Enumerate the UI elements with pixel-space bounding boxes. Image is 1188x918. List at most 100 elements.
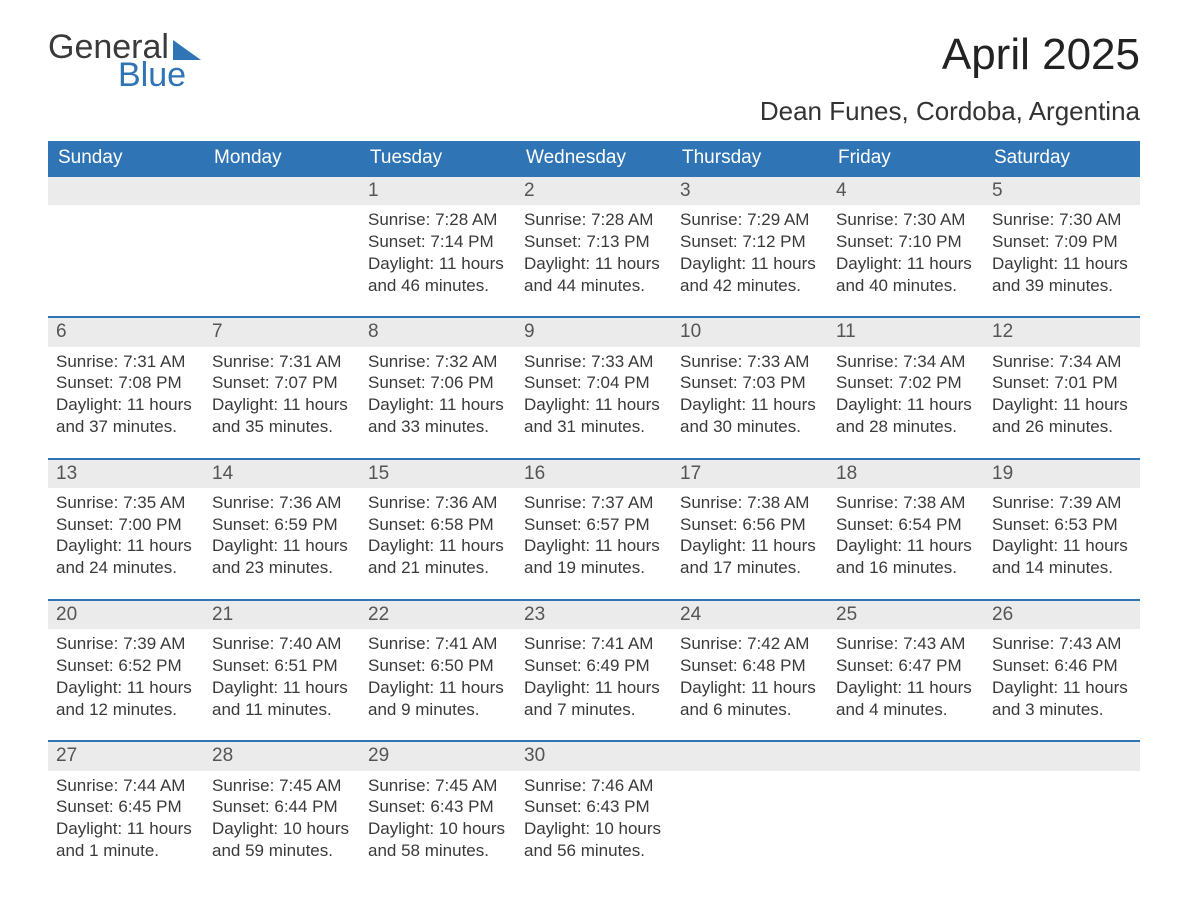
day-cell [984, 742, 1140, 881]
sunset-line: Sunset: 6:54 PM [836, 514, 976, 536]
day-number [204, 177, 360, 205]
daylight-line: Daylight: 11 hours and 9 minutes. [368, 677, 508, 721]
day-cell: 26Sunrise: 7:43 AMSunset: 6:46 PMDayligh… [984, 601, 1140, 740]
day-number: 19 [984, 460, 1140, 488]
day-of-week-header: SundayMondayTuesdayWednesdayThursdayFrid… [48, 141, 1140, 177]
dow-cell: Monday [204, 141, 360, 177]
daylight-line: Daylight: 11 hours and 24 minutes. [56, 535, 196, 579]
day-number: 7 [204, 318, 360, 346]
dow-cell: Sunday [48, 141, 204, 177]
daylight-line: Daylight: 11 hours and 30 minutes. [680, 394, 820, 438]
day-number: 17 [672, 460, 828, 488]
day-number: 18 [828, 460, 984, 488]
day-number: 20 [48, 601, 204, 629]
day-cell: 3Sunrise: 7:29 AMSunset: 7:12 PMDaylight… [672, 177, 828, 316]
day-cell: 18Sunrise: 7:38 AMSunset: 6:54 PMDayligh… [828, 460, 984, 599]
sunset-line: Sunset: 6:56 PM [680, 514, 820, 536]
daylight-line: Daylight: 11 hours and 7 minutes. [524, 677, 664, 721]
sunset-line: Sunset: 7:12 PM [680, 231, 820, 253]
day-cell: 17Sunrise: 7:38 AMSunset: 6:56 PMDayligh… [672, 460, 828, 599]
sunset-line: Sunset: 6:47 PM [836, 655, 976, 677]
sunrise-line: Sunrise: 7:31 AM [56, 351, 196, 373]
sunset-line: Sunset: 7:03 PM [680, 372, 820, 394]
sunset-line: Sunset: 6:46 PM [992, 655, 1132, 677]
day-cell: 28Sunrise: 7:45 AMSunset: 6:44 PMDayligh… [204, 742, 360, 881]
day-body: Sunrise: 7:28 AMSunset: 7:14 PMDaylight:… [360, 205, 516, 296]
day-body: Sunrise: 7:39 AMSunset: 6:52 PMDaylight:… [48, 629, 204, 720]
sunrise-line: Sunrise: 7:34 AM [992, 351, 1132, 373]
day-body: Sunrise: 7:45 AMSunset: 6:43 PMDaylight:… [360, 771, 516, 862]
header: General Blue April 2025 [48, 30, 1140, 92]
daylight-line: Daylight: 11 hours and 17 minutes. [680, 535, 820, 579]
daylight-line: Daylight: 11 hours and 26 minutes. [992, 394, 1132, 438]
logo-text-line2: Blue [118, 58, 186, 92]
day-body: Sunrise: 7:34 AMSunset: 7:01 PMDaylight:… [984, 347, 1140, 438]
daylight-line: Daylight: 11 hours and 37 minutes. [56, 394, 196, 438]
day-cell: 24Sunrise: 7:42 AMSunset: 6:48 PMDayligh… [672, 601, 828, 740]
sunrise-line: Sunrise: 7:41 AM [524, 633, 664, 655]
day-cell: 16Sunrise: 7:37 AMSunset: 6:57 PMDayligh… [516, 460, 672, 599]
sunrise-line: Sunrise: 7:30 AM [836, 209, 976, 231]
sunrise-line: Sunrise: 7:40 AM [212, 633, 352, 655]
day-number: 21 [204, 601, 360, 629]
page-title: April 2025 [942, 30, 1140, 80]
week-row: 1Sunrise: 7:28 AMSunset: 7:14 PMDaylight… [48, 177, 1140, 316]
sunrise-line: Sunrise: 7:34 AM [836, 351, 976, 373]
sunset-line: Sunset: 7:04 PM [524, 372, 664, 394]
daylight-line: Daylight: 11 hours and 11 minutes. [212, 677, 352, 721]
sunrise-line: Sunrise: 7:32 AM [368, 351, 508, 373]
dow-cell: Thursday [672, 141, 828, 177]
day-number: 13 [48, 460, 204, 488]
day-number: 15 [360, 460, 516, 488]
day-body: Sunrise: 7:41 AMSunset: 6:49 PMDaylight:… [516, 629, 672, 720]
day-cell: 29Sunrise: 7:45 AMSunset: 6:43 PMDayligh… [360, 742, 516, 881]
day-number: 6 [48, 318, 204, 346]
day-cell [204, 177, 360, 316]
sunrise-line: Sunrise: 7:45 AM [212, 775, 352, 797]
daylight-line: Daylight: 10 hours and 56 minutes. [524, 818, 664, 862]
daylight-line: Daylight: 11 hours and 39 minutes. [992, 253, 1132, 297]
day-body: Sunrise: 7:40 AMSunset: 6:51 PMDaylight:… [204, 629, 360, 720]
sunset-line: Sunset: 7:07 PM [212, 372, 352, 394]
day-body: Sunrise: 7:42 AMSunset: 6:48 PMDaylight:… [672, 629, 828, 720]
daylight-line: Daylight: 11 hours and 4 minutes. [836, 677, 976, 721]
sunset-line: Sunset: 7:13 PM [524, 231, 664, 253]
daylight-line: Daylight: 11 hours and 40 minutes. [836, 253, 976, 297]
day-number: 3 [672, 177, 828, 205]
weeks-container: 1Sunrise: 7:28 AMSunset: 7:14 PMDaylight… [48, 177, 1140, 882]
day-number: 10 [672, 318, 828, 346]
day-body: Sunrise: 7:34 AMSunset: 7:02 PMDaylight:… [828, 347, 984, 438]
week-row: 13Sunrise: 7:35 AMSunset: 7:00 PMDayligh… [48, 458, 1140, 599]
daylight-line: Daylight: 11 hours and 42 minutes. [680, 253, 820, 297]
daylight-line: Daylight: 11 hours and 3 minutes. [992, 677, 1132, 721]
sunset-line: Sunset: 6:51 PM [212, 655, 352, 677]
day-number: 16 [516, 460, 672, 488]
sunset-line: Sunset: 7:02 PM [836, 372, 976, 394]
day-number: 22 [360, 601, 516, 629]
day-number: 9 [516, 318, 672, 346]
day-number: 11 [828, 318, 984, 346]
sunset-line: Sunset: 6:45 PM [56, 796, 196, 818]
daylight-line: Daylight: 11 hours and 23 minutes. [212, 535, 352, 579]
day-body: Sunrise: 7:30 AMSunset: 7:10 PMDaylight:… [828, 205, 984, 296]
day-cell: 23Sunrise: 7:41 AMSunset: 6:49 PMDayligh… [516, 601, 672, 740]
day-cell: 30Sunrise: 7:46 AMSunset: 6:43 PMDayligh… [516, 742, 672, 881]
day-cell: 2Sunrise: 7:28 AMSunset: 7:13 PMDaylight… [516, 177, 672, 316]
location-subtitle: Dean Funes, Cordoba, Argentina [48, 96, 1140, 127]
sunrise-line: Sunrise: 7:30 AM [992, 209, 1132, 231]
dow-cell: Saturday [984, 141, 1140, 177]
day-body: Sunrise: 7:31 AMSunset: 7:07 PMDaylight:… [204, 347, 360, 438]
day-body: Sunrise: 7:32 AMSunset: 7:06 PMDaylight:… [360, 347, 516, 438]
day-body: Sunrise: 7:29 AMSunset: 7:12 PMDaylight:… [672, 205, 828, 296]
daylight-line: Daylight: 11 hours and 35 minutes. [212, 394, 352, 438]
day-cell: 6Sunrise: 7:31 AMSunset: 7:08 PMDaylight… [48, 318, 204, 457]
logo-triangle-icon [173, 40, 201, 60]
sunset-line: Sunset: 7:00 PM [56, 514, 196, 536]
day-cell: 4Sunrise: 7:30 AMSunset: 7:10 PMDaylight… [828, 177, 984, 316]
sunrise-line: Sunrise: 7:36 AM [368, 492, 508, 514]
day-body: Sunrise: 7:46 AMSunset: 6:43 PMDaylight:… [516, 771, 672, 862]
day-body: Sunrise: 7:36 AMSunset: 6:59 PMDaylight:… [204, 488, 360, 579]
daylight-line: Daylight: 11 hours and 44 minutes. [524, 253, 664, 297]
week-row: 6Sunrise: 7:31 AMSunset: 7:08 PMDaylight… [48, 316, 1140, 457]
day-body: Sunrise: 7:36 AMSunset: 6:58 PMDaylight:… [360, 488, 516, 579]
